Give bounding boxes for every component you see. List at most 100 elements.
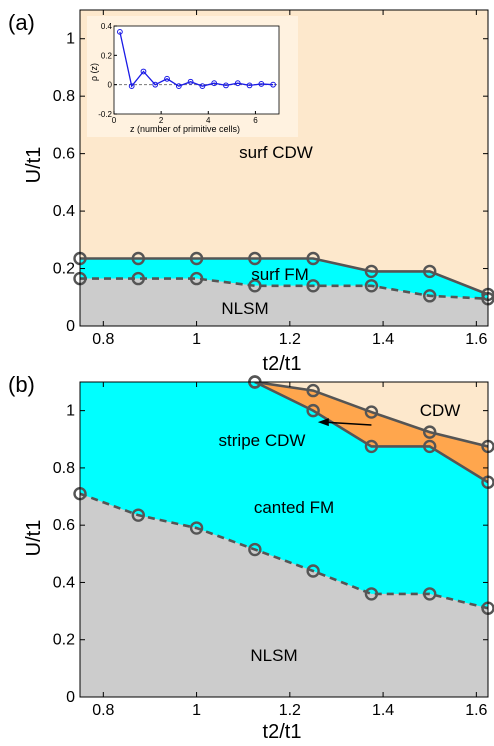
boundary-1-point-2 — [189, 271, 204, 286]
region-label-surf-cdw: surf CDW — [239, 143, 313, 162]
y-tick-label-3: 0.6 — [53, 517, 75, 534]
y-tick-label-2: 0.4 — [53, 574, 75, 591]
inset-x-tick-label-3: 6 — [253, 116, 258, 125]
inset-y-tick-label-2: 0.2 — [101, 51, 113, 60]
y-tick-label-4: 0.8 — [53, 460, 75, 477]
inset-point-13 — [270, 81, 277, 88]
boundary-2-point-4 — [306, 564, 320, 578]
panel-b-xlabel: t2/t1 — [263, 721, 302, 743]
inset-point-6 — [187, 78, 194, 85]
y-tick-label-1: 0.2 — [53, 261, 75, 278]
arrow-shaft — [323, 421, 372, 426]
inset-y-tick-label-0: -0.2 — [98, 110, 112, 119]
boundary-0-point-1 — [131, 251, 145, 266]
stripe-cdw-arrow — [317, 418, 372, 427]
panel-a-ylabel: U/t1 — [23, 147, 45, 184]
inset-point-3 — [152, 81, 159, 88]
y-tick-label-3: 0.6 — [53, 146, 75, 163]
boundary-0-point-2 — [364, 405, 379, 419]
inset-x-tick-label-2: 4 — [206, 116, 211, 125]
boundary-0-point-3 — [423, 425, 437, 439]
panel-b-ylabel: U/t1 — [23, 520, 45, 557]
y-tick-label-0: 0 — [66, 689, 75, 706]
y-tick-label-2: 0.4 — [53, 203, 75, 220]
boundary-0-point-2 — [189, 251, 204, 266]
region-label-nlsm-a: NLSM — [221, 299, 268, 318]
y-tick-label-5: 1 — [66, 31, 75, 48]
boundary-1-point-3 — [248, 279, 262, 293]
region-label-cdw: CDW — [420, 401, 461, 420]
x-tick-label-3: 1.4 — [372, 331, 394, 348]
y-tick-label-1: 0.2 — [53, 632, 75, 649]
boundary-2-point-6 — [423, 587, 437, 601]
panel-0-frame — [79, 9, 489, 327]
y-tick-label-0: 0 — [66, 318, 75, 335]
boundary-1-point-2 — [364, 439, 379, 454]
boundary-1-point-4 — [306, 279, 320, 293]
boundary-2-point-1 — [131, 508, 145, 522]
boundary-line-1 — [80, 277, 488, 301]
boundary-1-point-6 — [423, 289, 437, 303]
inset-point-0 — [116, 28, 123, 35]
region-cdw — [254, 382, 488, 447]
region-label-nlsm-b: NLSM — [250, 646, 297, 665]
region-label-surf-fm: surf FM — [251, 265, 309, 284]
inset-point-1 — [128, 83, 135, 90]
region-nlsm — [80, 278, 488, 326]
inset-point-4 — [164, 75, 170, 82]
boundary-1-point-1 — [131, 271, 145, 286]
x-tick-label-2: 1.2 — [279, 331, 301, 348]
inset-y-tick-label-1: 0 — [108, 81, 113, 90]
inset-point-9 — [223, 82, 229, 89]
boundary-0-point-5 — [364, 264, 379, 279]
boundary-0-point-1 — [306, 383, 320, 398]
x-tick-label-4: 1.6 — [465, 331, 487, 348]
inset-x-tick-label-0: 0 — [112, 116, 117, 125]
region-label-canted-fm: canted FM — [254, 498, 334, 517]
boundary-2-point-5 — [364, 587, 379, 601]
boundary-0-point-4 — [306, 251, 320, 266]
panel-a-label: (a) — [8, 10, 35, 35]
boundary-2-point-2 — [189, 521, 204, 535]
boundary-line-2 — [80, 492, 488, 610]
region-surf-fm — [80, 258, 488, 299]
x-tick-label-1: 1 — [192, 702, 201, 719]
inset-x-tick-label-1: 2 — [159, 116, 164, 125]
boundary-line-0 — [80, 257, 488, 296]
boundary-line-1 — [254, 382, 488, 484]
x-tick-label-3: 1.4 — [372, 702, 394, 719]
region-stripe-cdw — [254, 382, 488, 483]
x-tick-label-2: 1.2 — [279, 702, 301, 719]
boundary-1-point-3 — [423, 439, 437, 454]
inset-point-5 — [175, 83, 182, 90]
boundary-0-point-6 — [423, 264, 437, 279]
boundary-1-point-5 — [364, 279, 379, 293]
x-tick-label-0: 0.8 — [92, 331, 114, 348]
x-tick-label-4: 1.6 — [465, 702, 487, 719]
panel-1-frame — [79, 381, 489, 698]
x-tick-label-1: 1 — [192, 331, 201, 348]
inset-y-tick-label-3: 0.4 — [101, 22, 113, 31]
region-nlsm — [80, 493, 488, 697]
inset-frame — [113, 25, 280, 115]
boundary-0-point-3 — [248, 251, 262, 266]
inset-xlabel: z (number of primitive cells) — [130, 124, 240, 134]
y-tick-label-4: 0.8 — [53, 88, 75, 105]
inset-point-2 — [140, 68, 147, 75]
arrow-head — [317, 418, 329, 427]
inset-ylabel: ρ (z) — [89, 63, 99, 81]
boundary-line-0 — [254, 382, 488, 448]
inset-point-12 — [258, 81, 265, 87]
panel-1-plot: 0.8 1 1.2 1.4 1.6 0 0.2 0.4 0.6 0.8 1 — [53, 375, 494, 719]
inset-point-10 — [234, 80, 241, 87]
inset-point-11 — [246, 82, 253, 89]
panel-a-xlabel: t2/t1 — [263, 353, 302, 375]
x-tick-label-0: 0.8 — [92, 702, 114, 719]
y-tick-label-5: 1 — [66, 403, 75, 420]
inset-point-7 — [199, 83, 206, 90]
boundary-1-point-1 — [306, 403, 320, 418]
boundary-2-point-3 — [248, 542, 262, 557]
inset-point-8 — [211, 80, 218, 87]
region-label-stripe-cdw: stripe CDW — [219, 431, 306, 450]
